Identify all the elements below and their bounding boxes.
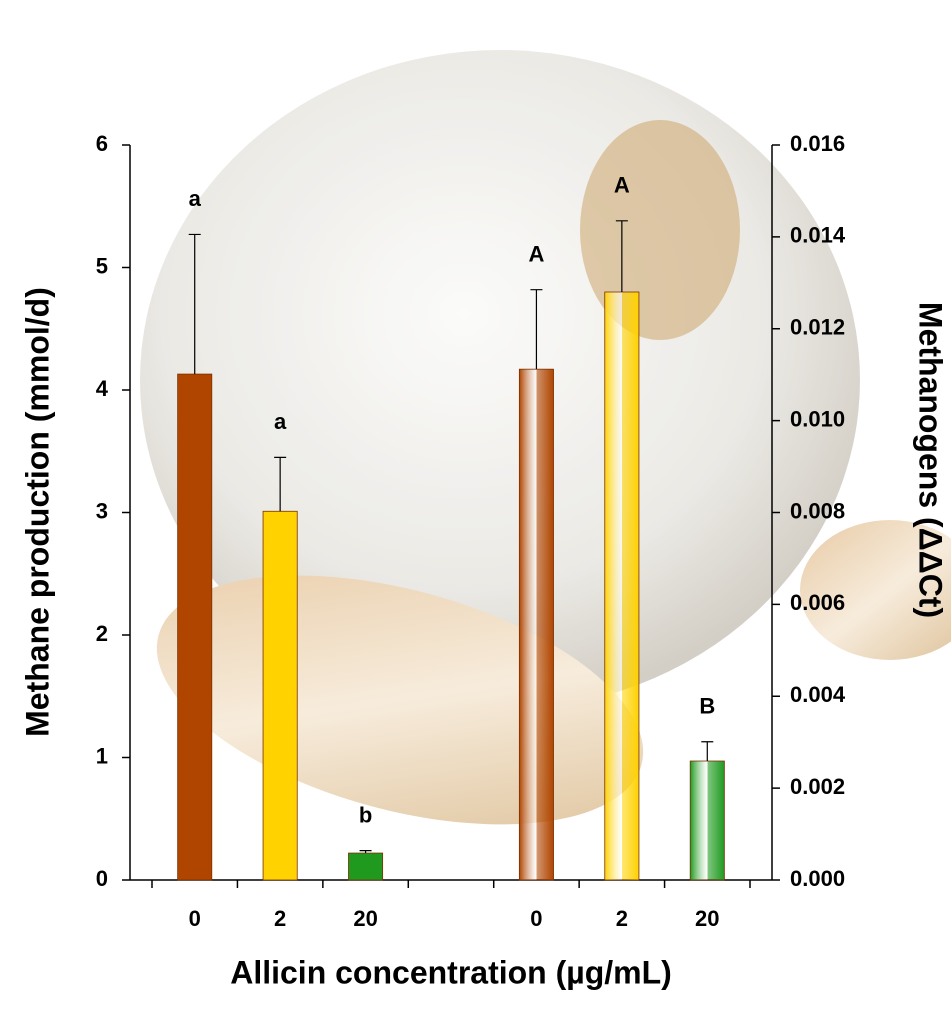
y-tick-label: 6 xyxy=(96,131,108,156)
y2-tick-label: 0.012 xyxy=(790,315,845,340)
y2-tick-label: 0.002 xyxy=(790,774,845,799)
significance-letter: A xyxy=(528,242,544,267)
x-axis-title: Allicin concentration (µg/mL) xyxy=(230,954,672,990)
y2-tick-label: 0.008 xyxy=(790,498,845,523)
y2-tick-label: 0.004 xyxy=(790,682,846,707)
y-tick-label: 1 xyxy=(96,743,108,768)
bar xyxy=(689,760,725,881)
y2-tick-label: 0.010 xyxy=(790,406,845,431)
error-bar xyxy=(615,220,628,292)
x-tick-label: 0 xyxy=(530,906,542,931)
y-tick-label: 2 xyxy=(96,621,108,646)
y-tick-label: 5 xyxy=(96,253,108,278)
significance-letter: b xyxy=(359,802,372,827)
significance-letter: a xyxy=(274,409,287,434)
significance-letter: B xyxy=(699,694,715,719)
bar xyxy=(348,852,384,881)
y-tick-label: 3 xyxy=(96,498,108,523)
significance-letter: a xyxy=(189,186,202,211)
y2-tick-label: 0.016 xyxy=(790,131,845,156)
y2-tick-label: 0.006 xyxy=(790,590,845,615)
y-axis-title: Methane production (mmol/d) xyxy=(19,287,55,737)
x-tick-label: 2 xyxy=(616,906,628,931)
y-tick-label: 4 xyxy=(96,376,109,401)
y-tick-label: 0 xyxy=(96,866,108,891)
bar xyxy=(604,291,640,881)
error-bar xyxy=(274,456,287,512)
y2-tick-label: 0.014 xyxy=(790,223,846,248)
error-bar xyxy=(359,850,372,854)
x-tick-label: 20 xyxy=(353,906,377,931)
error-bar xyxy=(701,741,714,762)
x-tick-label: 20 xyxy=(695,906,719,931)
bar xyxy=(177,373,213,881)
error-bar xyxy=(188,233,201,375)
x-tick-label: 2 xyxy=(274,906,286,931)
x-tick-label: 0 xyxy=(189,906,201,931)
y2-tick-label: 0.000 xyxy=(790,866,845,891)
error-bar xyxy=(530,289,543,370)
y2-axis-title: Methanogens (ΔΔCt) xyxy=(913,302,949,618)
bar xyxy=(518,368,554,881)
significance-letter: A xyxy=(614,173,630,198)
bar xyxy=(262,510,298,881)
